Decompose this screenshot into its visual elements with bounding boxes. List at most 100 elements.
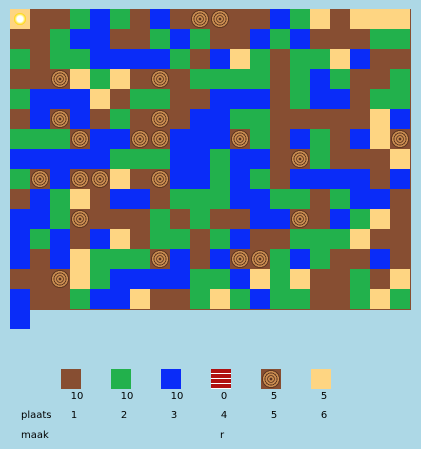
board-cell-water[interactable] [50,249,70,269]
board-cell-dirt[interactable] [330,9,350,29]
board-cell-grass[interactable] [310,229,330,249]
board-cell-grass[interactable] [190,209,210,229]
board-cell-dirt[interactable] [130,209,150,229]
board-cell-water[interactable] [70,109,90,129]
board-cell-log[interactable] [70,209,90,229]
board-cell-grass[interactable] [350,209,370,229]
board-cell-log[interactable] [90,169,110,189]
game-board[interactable] [10,9,411,329]
board-cell-water[interactable] [330,209,350,229]
board-cell-water[interactable] [250,189,270,209]
board-cell-dirt[interactable] [210,209,230,229]
board-cell-sand[interactable] [70,69,90,89]
board-cell-water[interactable] [390,169,410,189]
board-cell-sand[interactable] [70,249,90,269]
board-cell-dirt[interactable] [170,289,190,309]
board-cell-water[interactable] [310,89,330,109]
board-cell-sand[interactable] [370,209,390,229]
board-cell-grass[interactable] [50,189,70,209]
board-cell-grass[interactable] [270,189,290,209]
board-cell-log[interactable] [250,249,270,269]
board-cell-grass[interactable] [390,29,410,49]
board-cell-grass[interactable] [310,129,330,149]
board-cell-dirt[interactable] [330,149,350,169]
board-cell-log[interactable] [50,69,70,89]
board-cell-grass[interactable] [190,269,210,289]
board-cell-water[interactable] [90,129,110,149]
board-cell-dirt[interactable] [230,209,250,229]
board-cell-water[interactable] [290,29,310,49]
board-cell-water[interactable] [70,89,90,109]
board-cell-water[interactable] [150,9,170,29]
board-cell-sand[interactable] [390,269,410,289]
board-cell-dirt[interactable] [350,149,370,169]
board-cell-sand[interactable] [350,9,370,29]
board-cell-dirt[interactable] [270,109,290,129]
board-cell-dirt[interactable] [30,249,50,269]
board-cell-grass[interactable] [210,169,230,189]
board-cell-grass[interactable] [210,269,230,289]
board-cell-log[interactable] [290,149,310,169]
board-cell-water[interactable] [90,49,110,69]
board-cell-dirt[interactable] [270,129,290,149]
board-cell-dirt[interactable] [350,69,370,89]
palette-log-swatch[interactable] [261,369,281,389]
board-cell-water[interactable] [110,269,130,289]
board-cell-grass[interactable] [390,69,410,89]
board-cell-water[interactable] [230,269,250,289]
board-cell-dirt[interactable] [110,29,130,49]
board-cell-water[interactable] [190,149,210,169]
board-cell-grass[interactable] [70,289,90,309]
board-cell-water[interactable] [210,49,230,69]
board-cell-log[interactable] [70,169,90,189]
board-cell-log[interactable] [390,129,410,149]
board-cell-grass[interactable] [230,69,250,89]
board-cell-water[interactable] [190,169,210,189]
board-cell-sand[interactable] [110,169,130,189]
board-cell-grass[interactable] [170,189,190,209]
board-cell-dirt[interactable] [270,149,290,169]
board-cell-dirt[interactable] [310,289,330,309]
board-cell-dirt[interactable] [270,69,290,89]
board-cell-dirt[interactable] [150,289,170,309]
board-cell-dirt[interactable] [110,209,130,229]
board-cell-dirt[interactable] [50,9,70,29]
board-cell-water[interactable] [170,249,190,269]
board-cell-sand[interactable] [210,289,230,309]
board-cell-sand[interactable] [250,269,270,289]
board-cell-grass[interactable] [310,149,330,169]
board-cell-grass[interactable] [390,89,410,109]
board-cell-grass[interactable] [330,189,350,209]
board-cell-grass[interactable] [370,29,390,49]
board-cell-dirt[interactable] [130,29,150,49]
board-cell-dirt[interactable] [190,249,210,269]
board-cell-water[interactable] [130,49,150,69]
board-cell-dirt[interactable] [130,109,150,129]
board-cell-grass[interactable] [50,49,70,69]
board-cell-dirt[interactable] [130,169,150,189]
board-cell-dirt[interactable] [270,89,290,109]
board-cell-water[interactable] [230,189,250,209]
board-cell-dirt[interactable] [170,69,190,89]
board-cell-water[interactable] [10,209,30,229]
board-cell-water[interactable] [230,229,250,249]
board-cell-water[interactable] [370,189,390,209]
board-cell-water[interactable] [110,49,130,69]
board-cell-water[interactable] [210,109,230,129]
board-cell-dirt[interactable] [70,229,90,249]
board-cell-water[interactable] [130,189,150,209]
board-cell-water[interactable] [90,9,110,29]
board-cell-water[interactable] [210,89,230,109]
board-cell-sand[interactable] [350,229,370,249]
board-cell-grass[interactable] [290,89,310,109]
board-cell-log[interactable] [150,69,170,89]
board-cell-water[interactable] [290,249,310,269]
board-cell-dirt[interactable] [10,109,30,129]
board-cell-dirt[interactable] [330,109,350,129]
board-cell-dirt[interactable] [170,209,190,229]
board-cell-sand[interactable] [370,129,390,149]
board-cell-dirt[interactable] [210,29,230,49]
board-cell-water[interactable] [50,229,70,249]
board-cell-water[interactable] [10,149,30,169]
board-cell-dirt[interactable] [30,269,50,289]
